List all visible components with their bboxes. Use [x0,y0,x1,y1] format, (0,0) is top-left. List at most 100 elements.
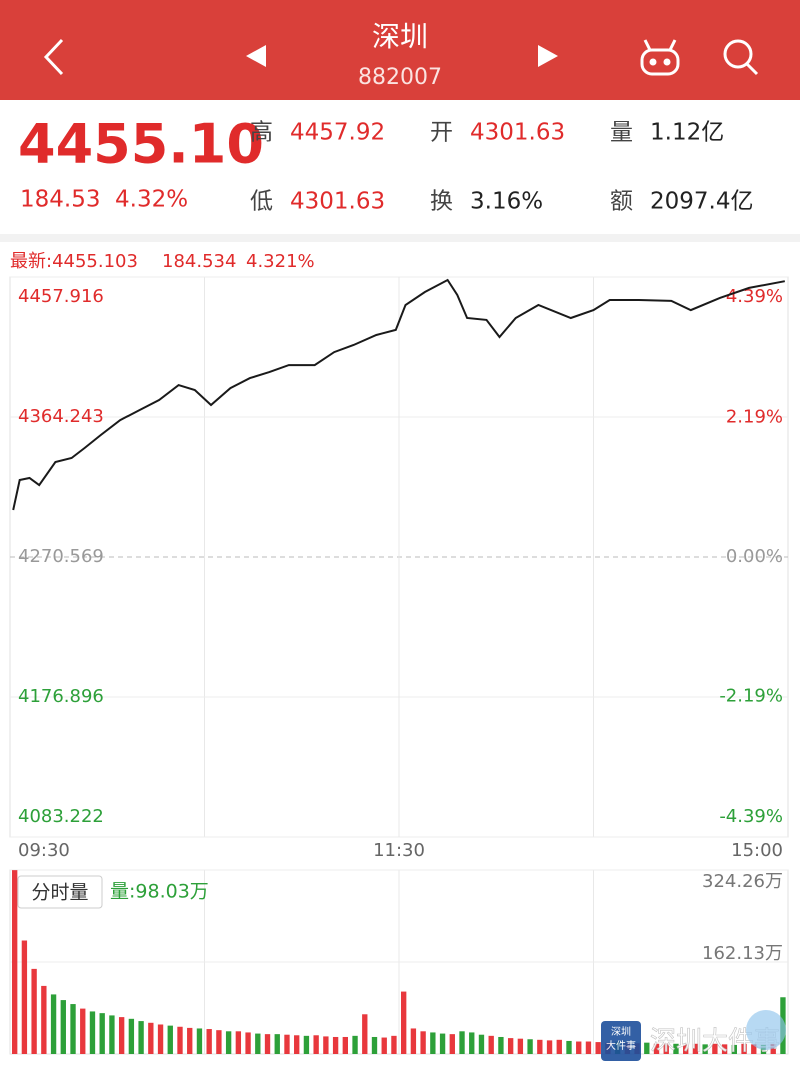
y2-tick-label: -2.19% [719,686,783,707]
title: 深圳 [372,20,428,53]
volume-bar [556,1039,562,1054]
volume-bar [478,1034,485,1054]
watermark-logo-text: 大件事 [606,1039,636,1052]
volume-bar [50,994,57,1054]
back-button[interactable] [43,38,64,76]
robot-icon[interactable] [640,39,680,76]
volume-bar [566,1040,572,1054]
stat-label: 换 [430,189,453,215]
volume-bar [381,1037,387,1054]
latest-change: 184.534 [162,251,236,272]
volume-bar [449,1034,455,1054]
stat-value: 3.16% [470,189,543,215]
volume-bar [702,1044,708,1054]
watermark-logo-text: 深圳 [611,1026,631,1038]
price-line [12,278,785,511]
volume-bar [99,1013,105,1054]
y-tick-label: 4083.222 [18,806,104,827]
volume-bar [323,1036,329,1054]
volume-bar [585,1041,592,1054]
stat-value: 1.12亿 [650,120,724,146]
volume-bar [420,1031,426,1054]
volume-bar [459,1031,465,1054]
stat-label: 高 [250,120,273,146]
volume-bar [507,1038,514,1054]
volume-bar [274,1034,280,1054]
volume-bar [488,1035,494,1054]
next-button[interactable] [538,45,558,67]
x-tick-label: 11:30 [373,840,425,861]
volume-bar [332,1036,339,1054]
code: 882007 [358,65,442,90]
watermark-logo [601,1021,641,1061]
volume-bar [741,1043,747,1054]
volume-bar [157,1024,164,1054]
volume-bar [21,940,28,1054]
volume-bar [196,1028,203,1054]
prev-button[interactable] [246,45,266,67]
volume-bar [498,1036,504,1054]
y2-tick-label: 0.00% [726,546,783,567]
volume-bar [546,1040,553,1054]
stat-label: 低 [250,189,273,215]
volume-bar [12,870,18,1054]
stat-value: 2097.4亿 [650,189,753,215]
volume-bar [352,1035,358,1054]
latest-pct: 4.321% [246,251,315,272]
volume-bar [517,1038,524,1054]
volume-bar [342,1036,348,1054]
y-tick-label: 4176.896 [18,686,104,707]
volume-bar [410,1028,417,1054]
volume-bar [118,1017,125,1054]
y2-tick-label: 2.19% [726,406,783,427]
search-icon[interactable] [723,39,759,76]
y-tick-label: 4364.243 [18,406,104,427]
stat-label: 量 [610,120,633,146]
volume-bar [255,1033,261,1054]
volume-bar [751,1044,757,1054]
volume-bar [391,1035,397,1054]
volume-bar [41,985,47,1054]
volume-bar [138,1021,144,1054]
stat-label: 开 [430,120,453,146]
volume-bar [284,1034,290,1054]
volume-bar [303,1035,310,1054]
volume-bar [313,1035,319,1054]
y-tick-label: 324.26万 [702,871,783,892]
volume-bar [721,1044,728,1054]
x-tick-label: 15:00 [731,840,783,861]
y2-tick-label: -4.39% [719,806,783,827]
volume-bar [401,991,407,1054]
volume-bar [148,1022,154,1054]
y-tick-label: 162.13万 [702,943,783,964]
volume-bar [362,1014,368,1054]
volume-bar [644,1042,650,1054]
watermark: 深圳 大件事 深圳大件事 [601,1010,786,1061]
change: 184.53 [20,187,100,213]
volume-button-label[interactable]: 分时量 [31,882,88,904]
volume-bar [294,1035,300,1054]
volume-bar [60,1000,66,1054]
volume-bar [663,1043,669,1054]
price: 4455.10 [18,113,264,176]
volume-bar [371,1036,378,1054]
volume-bar [595,1042,601,1054]
stat-value: 4301.63 [470,120,565,146]
volume-bar [653,1043,660,1054]
volume-bar [225,1031,232,1054]
volume-bar [430,1032,436,1054]
float-button[interactable] [746,1010,786,1050]
volume-bar [128,1018,135,1054]
volume-button[interactable] [17,875,103,909]
volume-bar [167,1025,173,1054]
volume-bar [31,968,37,1054]
latest-price: 最新:4455.103 [10,251,138,272]
volume-bar [70,1004,76,1054]
volume-bar [576,1041,582,1054]
volume-bar [109,1015,115,1054]
y-tick-label: 4457.916 [18,286,104,307]
volume-bar [527,1039,533,1054]
volume-bar [731,1044,737,1054]
volume-bar [537,1039,543,1054]
